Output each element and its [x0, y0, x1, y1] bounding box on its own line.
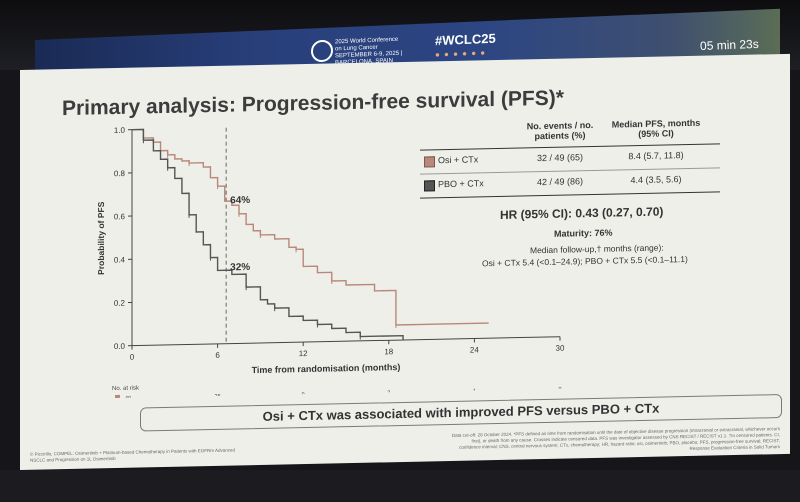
header-median: Median PFS, months (95% CI): [611, 117, 701, 140]
risk-swatch-icon: [115, 394, 120, 400]
y-tick-label: 0.0: [114, 342, 126, 351]
header-events: No. events / no. patients (%): [526, 119, 594, 142]
maturity: Maturity: 76%: [554, 227, 613, 239]
risk-cell: 1: [473, 388, 476, 394]
presentation-timer: 05 min 23s: [699, 36, 759, 54]
risk-cell: 0: [558, 387, 561, 393]
risk-cell: 0: [387, 399, 390, 400]
slide-canvas: Primary analysis: Progression-free survi…: [20, 53, 790, 471]
landmark-annotation-0: 64%: [230, 195, 250, 206]
x-axis: [132, 336, 560, 347]
y-tick-label: 1.0: [114, 126, 126, 135]
x-tick-label: 30: [556, 344, 565, 353]
risk-cell: 25: [215, 394, 221, 400]
conference-logo-icon: [311, 39, 333, 63]
risk-row-name: 49: [125, 396, 131, 400]
conclusion-box: Osi + CTx was associated with improved P…: [140, 394, 782, 432]
y-tick-label: 0.2: [114, 299, 126, 308]
footnote-right: Data cut-off: 28 October 2024. *PFS defi…: [451, 426, 780, 451]
x-tick-label: 6: [215, 351, 220, 360]
footnote-left: © Piccirillo, COMPEL: Osimertinib + Plat…: [30, 447, 236, 463]
social-icons: ● ● ● ● ● ●: [435, 48, 487, 60]
results-table-header: No. events / no. patients (%) Median PFS…: [420, 115, 720, 147]
events-pbo: 42 / 49 (86): [536, 176, 584, 188]
x-tick-label: 24: [470, 345, 479, 354]
km-chart: 0.00.20.40.60.81.00 6 12 18 24 30Probability …: [96, 126, 565, 400]
hashtag: #WCLC25: [435, 30, 496, 49]
risk-table-label: No. at risk: [112, 385, 140, 392]
x-tick-label: 0: [130, 353, 135, 362]
followup-heading: Median follow-up,† months (range):: [530, 242, 664, 256]
y-tick-label: 0.6: [114, 212, 126, 221]
pbo-swatch-icon: [424, 180, 435, 192]
risk-cell: 2: [387, 390, 390, 396]
median-osi: 8.4 (5.7, 11.8): [628, 150, 684, 162]
y-tick-label: 0.4: [114, 255, 126, 264]
room-background-bottom: [0, 470, 800, 502]
risk-cell: 9: [302, 392, 305, 398]
arm-label-pbo: PBO + CTx: [438, 178, 484, 190]
x-axis-label: Time from randomisation (months): [252, 362, 401, 375]
events-osi: 32 / 49 (65): [536, 152, 584, 164]
arm-label-osi: Osi + CTx: [438, 154, 479, 166]
x-tick-label: 12: [299, 349, 308, 358]
y-axis-label: Probability of PFS: [96, 201, 106, 275]
hazard-ratio: HR (95% CI): 0.43 (0.27, 0.70): [500, 204, 664, 222]
y-tick-label: 0.8: [114, 169, 126, 178]
x-tick-label: 18: [384, 347, 393, 356]
median-pbo: 4.4 (3.5, 5.6): [630, 174, 682, 186]
landmark-annotation-1: 32%: [230, 262, 250, 273]
osi-swatch-icon: [424, 156, 435, 168]
